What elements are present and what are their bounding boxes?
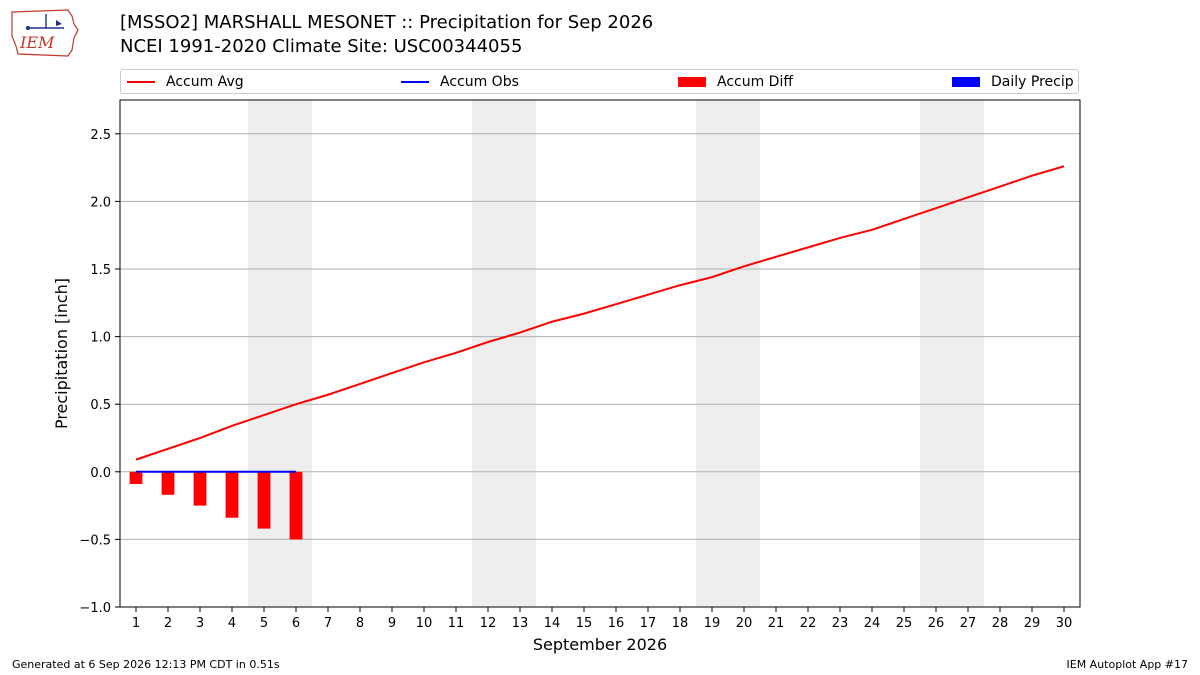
x-tick-label: 11 <box>448 616 465 631</box>
legend-item-daily-precip: Daily Precip <box>952 73 1074 91</box>
x-tick-label: 19 <box>704 616 721 631</box>
x-tick-label: 6 <box>292 616 300 631</box>
x-tick-label: 21 <box>768 616 785 631</box>
legend-label-daily-precip: Daily Precip <box>991 74 1074 90</box>
x-tick-label: 29 <box>1024 616 1041 631</box>
x-tick-label: 22 <box>800 616 817 631</box>
iem-logo: IEM <box>11 9 79 57</box>
weekend-band-4 <box>920 100 984 607</box>
x-tick-label: 30 <box>1056 616 1073 631</box>
x-tick-label: 12 <box>480 616 497 631</box>
weekend-band-2 <box>472 100 536 607</box>
x-tick-label: 3 <box>196 616 204 631</box>
x-tick-label: 1 <box>132 616 140 631</box>
y-tick-label: 2.5 <box>90 128 111 143</box>
legend-item-accum-diff: Accum Diff <box>678 73 793 91</box>
x-tick-label: 27 <box>960 616 977 631</box>
x-tick-label: 10 <box>416 616 433 631</box>
y-tick-label: 1.0 <box>90 331 111 346</box>
legend-label-accum-obs: Accum Obs <box>440 74 519 90</box>
x-tick-label: 26 <box>928 616 945 631</box>
y-tick-label: 1.5 <box>90 263 111 278</box>
x-tick-label: 15 <box>576 616 593 631</box>
logo-text: IEM <box>19 33 55 52</box>
x-axis-label: September 2026 <box>533 635 667 654</box>
y-tick-label: −0.5 <box>79 533 111 548</box>
chart-title: [MSSO2] MARSHALL MESONET :: Precipitatio… <box>120 12 654 33</box>
y-tick-label: 0.5 <box>90 398 111 413</box>
weekend-band-3 <box>696 100 760 607</box>
chart-subtitle: NCEI 1991-2020 Climate Site: USC00344055 <box>120 36 523 57</box>
x-tick-label: 17 <box>640 616 657 631</box>
legend-label-accum-diff: Accum Diff <box>717 74 794 90</box>
legend-swatch-accum-diff <box>678 77 706 87</box>
x-tick-label: 13 <box>512 616 529 631</box>
legend-item-accum-obs: Accum Obs <box>401 73 519 91</box>
x-tick-label: 2 <box>164 616 172 631</box>
x-tick-label: 24 <box>864 616 881 631</box>
app-id: IEM Autoplot App #17 <box>1066 658 1189 671</box>
legend-item-accum-avg: Accum Avg <box>127 73 244 91</box>
generated-note: Generated at 6 Sep 2026 12:13 PM CDT in … <box>12 658 280 671</box>
accum-diff-bar-4 <box>225 471 239 518</box>
accum-diff-bar-2 <box>161 471 175 495</box>
accum-diff-bar-1 <box>129 471 143 484</box>
y-tick-label: 2.0 <box>90 195 111 210</box>
x-tick-label: 8 <box>356 616 364 631</box>
legend-swatch-accum-obs <box>401 81 429 83</box>
y-axis-label: Precipitation [inch] <box>52 278 71 429</box>
accum-diff-bar-5 <box>257 471 271 529</box>
x-tick-label: 20 <box>736 616 753 631</box>
y-tick-label: 0.0 <box>90 466 111 481</box>
legend-label-accum-avg: Accum Avg <box>166 74 244 90</box>
x-tick-label: 28 <box>992 616 1009 631</box>
accum-diff-bar-6 <box>289 471 303 540</box>
x-tick-label: 25 <box>896 616 913 631</box>
y-tick-label: −1.0 <box>79 601 111 616</box>
x-tick-label: 5 <box>260 616 268 631</box>
x-tick-label: 23 <box>832 616 849 631</box>
x-tick-label: 14 <box>544 616 561 631</box>
x-tick-label: 18 <box>672 616 689 631</box>
accum-avg-line <box>135 165 1065 461</box>
x-tick-label: 9 <box>388 616 396 631</box>
x-tick-label: 16 <box>608 616 625 631</box>
plot-frame <box>119 99 1081 608</box>
iowa-state-outline-icon <box>11 9 79 57</box>
x-tick-label: 7 <box>324 616 332 631</box>
legend-swatch-accum-avg <box>127 81 155 83</box>
accum-diff-bar-3 <box>193 471 207 506</box>
legend-swatch-daily-precip <box>952 77 980 87</box>
chart-legend: Accum Avg Accum Obs Accum Diff Daily Pre… <box>120 69 1079 94</box>
x-tick-label: 4 <box>228 616 236 631</box>
